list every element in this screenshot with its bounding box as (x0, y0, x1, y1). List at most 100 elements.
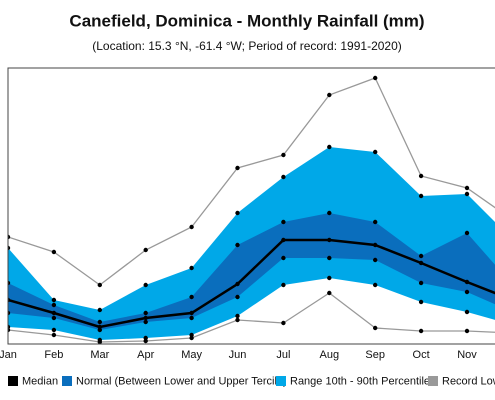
data-point (189, 265, 194, 271)
data-point (143, 335, 148, 341)
data-point (51, 327, 57, 333)
data-point (281, 237, 286, 243)
legend-label: Median (22, 375, 58, 387)
legend-label: Normal (Between Lower and Upper Tercile) (76, 375, 287, 387)
data-point (373, 282, 378, 288)
x-tick-label: Oct (413, 349, 430, 361)
data-point (418, 260, 424, 266)
data-point (51, 332, 57, 338)
data-point (8, 234, 11, 240)
data-point (235, 281, 240, 287)
data-point (189, 332, 194, 338)
chart-title: Canefield, Dominica - Monthly Rainfall (… (69, 11, 424, 30)
data-point (464, 230, 470, 236)
data-point (281, 219, 286, 225)
data-point (327, 275, 332, 281)
data-point (8, 310, 11, 316)
data-point (418, 253, 424, 259)
data-point (464, 289, 470, 295)
data-point (8, 280, 11, 286)
plot-area (8, 75, 495, 344)
data-point (51, 249, 57, 255)
data-point (327, 237, 332, 243)
data-point (418, 193, 424, 199)
data-point (418, 173, 424, 179)
data-point (373, 219, 378, 225)
legend-swatch (62, 376, 72, 386)
data-point (373, 75, 378, 81)
legend-swatch (8, 376, 18, 386)
x-tick-label: Feb (44, 349, 63, 361)
x-tick-label: Nov (457, 349, 477, 361)
x-tick-label: Jan (0, 349, 17, 361)
record-low-line (8, 292, 495, 343)
data-point (327, 144, 332, 150)
data-point (97, 337, 103, 343)
data-point (97, 319, 103, 325)
x-tick-label: Aug (320, 349, 340, 361)
data-point (418, 299, 424, 305)
x-tick-label: Mar (90, 349, 109, 361)
x-tick-label: Apr (137, 349, 154, 361)
data-point (327, 290, 332, 296)
legend-swatch (428, 376, 438, 386)
record-high-line (8, 77, 495, 286)
data-point (464, 279, 470, 285)
data-point (327, 92, 332, 98)
data-point (143, 282, 148, 288)
data-point (373, 149, 378, 155)
data-point (235, 294, 240, 300)
data-point (281, 255, 286, 261)
x-tick-label: May (181, 349, 202, 361)
data-point (8, 245, 11, 251)
data-point (51, 315, 57, 321)
data-point (143, 247, 148, 253)
data-point (327, 210, 332, 216)
data-point (464, 328, 470, 334)
data-point (235, 242, 240, 248)
data-point (189, 310, 194, 316)
data-point (235, 210, 240, 216)
data-point (189, 224, 194, 230)
data-point (189, 294, 194, 300)
data-point (373, 257, 378, 263)
data-point (51, 302, 57, 308)
data-point (97, 307, 103, 313)
x-tick-label: Jun (229, 349, 247, 361)
data-point (235, 317, 240, 323)
legend-label: Record Low/High (442, 375, 495, 387)
data-point (97, 282, 103, 288)
data-point (97, 324, 103, 330)
data-point (143, 310, 148, 316)
data-point (418, 280, 424, 286)
data-point (189, 315, 194, 321)
plot-frame (7, 67, 495, 345)
data-point (281, 174, 286, 180)
data-point (464, 191, 470, 197)
data-point (8, 297, 11, 303)
data-point (143, 319, 148, 325)
x-axis: Jan Feb Mar Apr May Jun Jul Aug Sep Oct Nov (0, 349, 477, 361)
data-point (373, 242, 378, 248)
median-line (8, 238, 495, 329)
data-point (464, 309, 470, 315)
legend-label: Range 10th - 90th Percentile (290, 375, 430, 387)
data-point (281, 282, 286, 288)
legend-swatch (276, 376, 286, 386)
data-point (464, 185, 470, 191)
data-point (51, 297, 57, 303)
data-point (235, 313, 240, 319)
data-point (373, 325, 378, 331)
data-point (143, 315, 148, 321)
data-point (51, 310, 57, 316)
chart-subtitle: (Location: 15.3 °N, -61.4 °W; Period of … (92, 39, 402, 53)
x-tick-label: Sep (365, 349, 385, 361)
data-point (281, 152, 286, 158)
data-point (418, 328, 424, 334)
data-point (327, 255, 332, 261)
x-tick-label: Jul (276, 349, 290, 361)
data-point (281, 320, 286, 326)
legend: Median Normal (Between Lower and Upper Te… (8, 375, 495, 387)
data-point (235, 165, 240, 171)
